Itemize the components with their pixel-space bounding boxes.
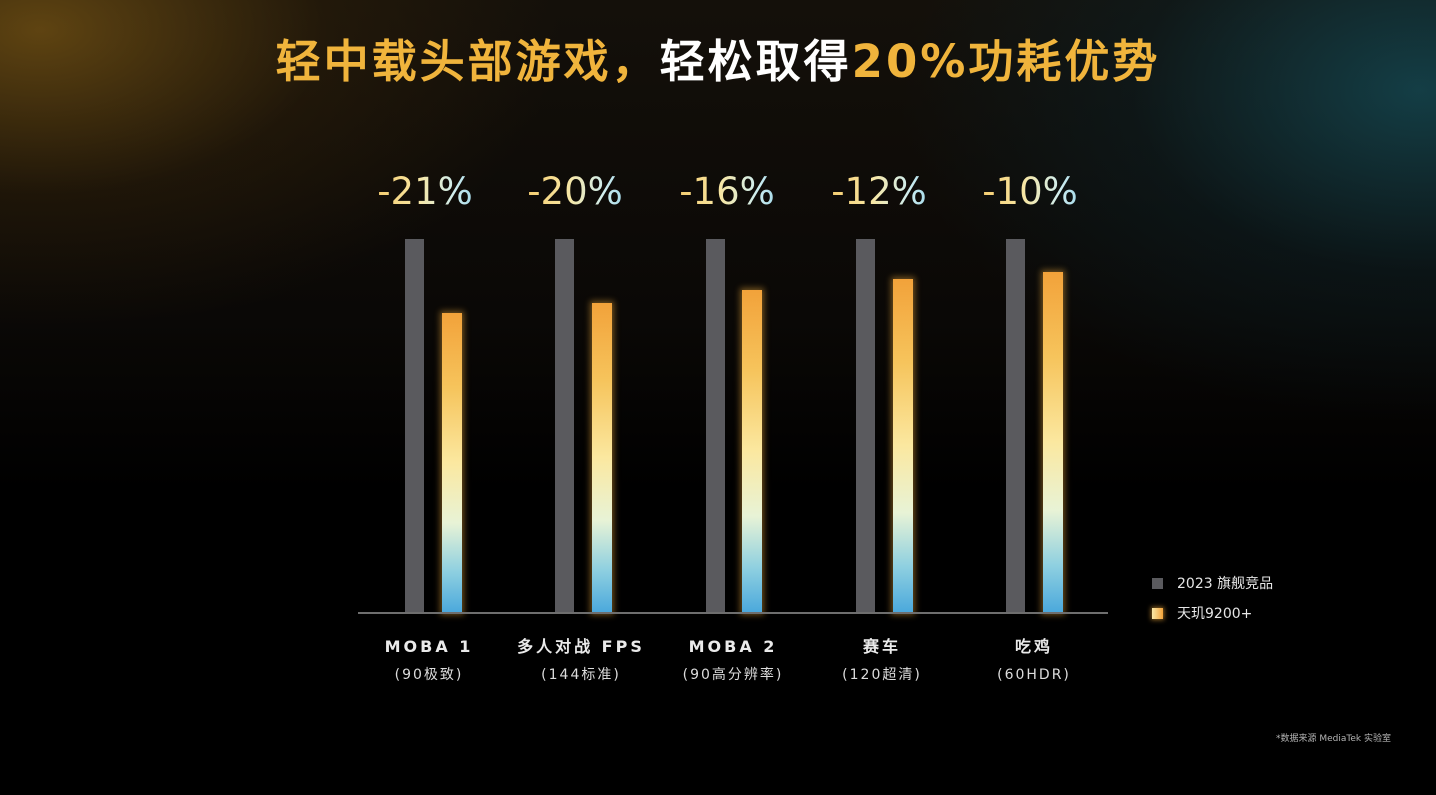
page-title: 轻中载头部游戏，轻松取得20%功耗优势 bbox=[0, 30, 1436, 94]
bar-competitor bbox=[706, 239, 725, 613]
reduction-label: -16% bbox=[652, 170, 802, 213]
legend-label: 天玑9200+ bbox=[1177, 606, 1253, 622]
category-sub: (120超清) bbox=[842, 667, 922, 683]
reduction-label: -20% bbox=[500, 170, 650, 213]
reduction-label: -10% bbox=[955, 170, 1105, 213]
legend-swatch-gold-icon bbox=[1152, 607, 1163, 619]
category-label: MOBA 1 (90极致) bbox=[339, 636, 519, 686]
x-axis-baseline bbox=[358, 612, 1108, 614]
category-label: 多人对战 FPS (144标准) bbox=[491, 636, 671, 686]
chart-legend: 2023 旗舰竞品 天玑9200+ bbox=[1152, 568, 1273, 628]
category-name: MOBA 1 bbox=[384, 637, 474, 656]
legend-label: 2023 旗舰竞品 bbox=[1177, 576, 1274, 592]
category-label: 吃鸡 (60HDR) bbox=[944, 636, 1124, 686]
reduction-label: -21% bbox=[350, 170, 500, 213]
bar-competitor bbox=[405, 239, 424, 613]
title-part-3: 20%功耗优势 bbox=[851, 35, 1161, 88]
title-part-1: 轻中载头部游戏， bbox=[275, 35, 660, 88]
legend-swatch-gray-icon bbox=[1152, 577, 1163, 589]
bar-dimensity bbox=[893, 279, 913, 613]
bar-dimensity bbox=[592, 303, 612, 613]
reduction-label: -12% bbox=[804, 170, 954, 213]
bar-competitor bbox=[555, 239, 574, 613]
title-part-2: 轻松取得 bbox=[659, 35, 852, 88]
category-name: 吃鸡 bbox=[1014, 637, 1053, 656]
category-sub: (90高分辨率) bbox=[682, 667, 784, 683]
legend-item-competitor: 2023 旗舰竞品 bbox=[1152, 568, 1273, 598]
data-source-footnote: *数据来源 MediaTek 实验室 bbox=[1276, 734, 1391, 744]
bar-dimensity bbox=[742, 290, 762, 613]
category-label: 赛车 (120超清) bbox=[792, 636, 972, 686]
category-name: 赛车 bbox=[862, 637, 901, 656]
category-name: MOBA 2 bbox=[688, 637, 778, 656]
category-name: 多人对战 FPS bbox=[517, 637, 645, 656]
bar-dimensity bbox=[442, 313, 462, 613]
bar-dimensity bbox=[1043, 272, 1063, 613]
category-sub: (90极致) bbox=[394, 667, 464, 683]
bar-competitor bbox=[1006, 239, 1025, 613]
category-sub: (144标准) bbox=[541, 667, 621, 683]
category-label: MOBA 2 (90高分辨率) bbox=[643, 636, 823, 686]
bar-competitor bbox=[856, 239, 875, 613]
legend-item-dimensity: 天玑9200+ bbox=[1152, 598, 1273, 628]
category-sub: (60HDR) bbox=[997, 667, 1071, 683]
